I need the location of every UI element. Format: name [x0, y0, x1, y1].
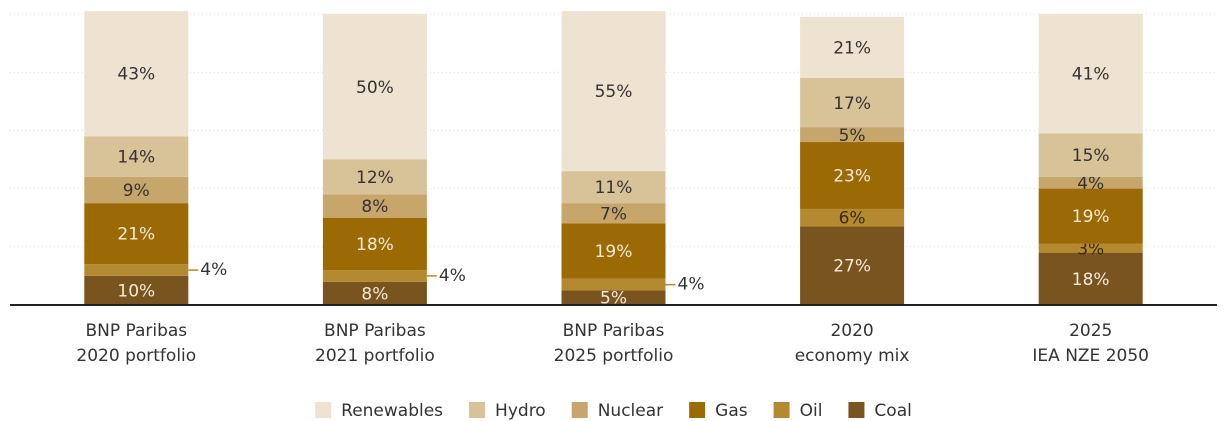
bar-segment — [322, 270, 427, 282]
value-label: 14% — [117, 148, 155, 168]
value-label: 15% — [1072, 146, 1110, 166]
legend-swatch — [571, 402, 588, 418]
value-label: 4% — [678, 275, 705, 295]
bar-segment — [800, 142, 905, 209]
x-tick-label: BNP Paribas — [85, 321, 187, 341]
legend-swatch — [469, 402, 486, 418]
bar-segment — [800, 78, 905, 128]
bar-segment — [561, 290, 666, 305]
bar-segment — [1038, 176, 1143, 189]
x-tick-label: 2025 — [1069, 321, 1112, 341]
legend-label: Gas — [715, 401, 748, 421]
value-label: 5% — [600, 289, 627, 309]
bar-segment — [322, 217, 427, 271]
legend-label: Nuclear — [598, 401, 663, 421]
value-label: 43% — [117, 65, 155, 85]
value-label: 55% — [595, 82, 633, 102]
value-label: 41% — [1072, 65, 1110, 85]
value-label: 8% — [361, 197, 388, 217]
bar-segment — [561, 203, 666, 224]
value-label: 4% — [200, 260, 227, 280]
bar-segment — [1038, 188, 1143, 244]
x-tick-label: IEA NZE 2050 — [1032, 346, 1149, 366]
bar-segment — [84, 136, 189, 177]
x-tick-label: 2021 portfolio — [315, 346, 435, 366]
value-label: 3% — [1077, 239, 1104, 259]
x-tick-label: BNP Paribas — [324, 321, 426, 341]
legend-label: Hydro — [495, 401, 546, 421]
value-label: 18% — [356, 235, 394, 255]
x-tick-label: 2020 portfolio — [76, 346, 196, 366]
bar-segment — [84, 176, 189, 204]
value-label: 5% — [839, 126, 866, 146]
bar-segment — [561, 171, 666, 204]
legend-swatch — [689, 402, 706, 418]
value-label: 17% — [833, 94, 871, 114]
bar-segment — [84, 11, 189, 137]
legend-swatch — [848, 402, 865, 418]
legend-label: Oil — [800, 401, 823, 421]
bar-segment — [561, 11, 666, 172]
bar-segment — [1038, 14, 1143, 134]
bar-segment — [561, 278, 666, 291]
x-tick-label: 2025 portfolio — [554, 346, 674, 366]
value-label: 21% — [117, 225, 155, 245]
value-label: 7% — [600, 204, 627, 224]
value-label: 4% — [439, 266, 466, 286]
bar-segment — [800, 226, 905, 305]
legend-swatch — [773, 402, 790, 418]
value-label: 9% — [123, 181, 150, 201]
bar-segment — [1038, 243, 1143, 253]
bar-segment — [84, 203, 189, 265]
value-label: 18% — [1072, 270, 1110, 290]
bar-segment — [800, 16, 905, 79]
x-tick-label: 2020 — [830, 321, 873, 341]
value-label: 21% — [833, 38, 871, 58]
value-label: 10% — [117, 281, 155, 301]
bar-segment — [322, 159, 427, 195]
bar-segment — [561, 223, 666, 279]
value-label: 12% — [356, 168, 394, 188]
value-label: 19% — [595, 242, 633, 262]
value-label: 11% — [595, 178, 633, 198]
bar-segment — [800, 127, 905, 143]
x-tick-label: economy mix — [795, 346, 910, 366]
legend-label: Renewables — [341, 401, 443, 421]
value-label: 50% — [356, 78, 394, 98]
x-tick-label: BNP Paribas — [563, 321, 665, 341]
value-label: 6% — [839, 209, 866, 229]
value-label: 8% — [361, 284, 388, 304]
value-label: 27% — [833, 257, 871, 277]
bar-segment — [84, 264, 189, 276]
value-label: 4% — [1077, 174, 1104, 194]
bar-segment — [84, 275, 189, 305]
value-label: 23% — [833, 167, 871, 187]
legend-swatch — [315, 402, 332, 418]
bar-segment — [322, 281, 427, 305]
legend-label: Coal — [874, 401, 911, 421]
bar-segment — [322, 194, 427, 218]
bar-segment — [322, 14, 427, 160]
bar-segment — [1038, 252, 1143, 305]
legend: Renewables Hydro Nuclear Gas Oil Coal — [315, 401, 912, 421]
bar-segment — [1038, 133, 1143, 177]
bar-segment — [800, 208, 905, 227]
value-label: 19% — [1072, 207, 1110, 227]
